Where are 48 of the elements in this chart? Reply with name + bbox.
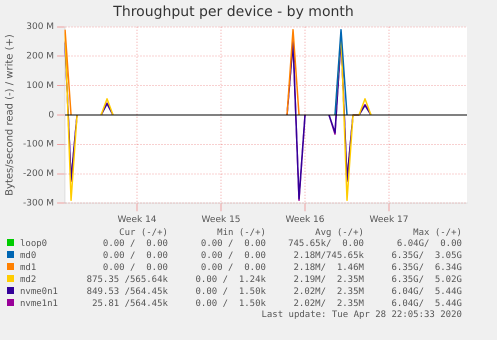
y-tick-label: -200 M [22, 169, 54, 180]
text: 849.53 /564.45k [86, 286, 169, 298]
y-tick-label: 300 M [26, 22, 54, 32]
x-tick-label: Week 16 [286, 214, 325, 225]
text: 0.00 / 0.00 [102, 250, 169, 262]
x-tick-label: Week 15 [202, 214, 241, 225]
legend-label: md1 [19, 262, 38, 274]
text: 0.00 / 0.00 [102, 238, 169, 250]
chart-title: Throughput per device - by month [112, 4, 354, 20]
text: Min (-/+) [216, 228, 267, 238]
text: 745.65k/ 0.00 [287, 238, 365, 250]
text: Cur (-/+) [118, 228, 169, 238]
legend-label: nvme0n1 [19, 286, 59, 298]
text: Avg (-/+) [314, 228, 365, 238]
y-axis-title: Bytes/second read (-) / write (+) [4, 34, 16, 196]
text: 6.04G/ 0.00 [396, 238, 463, 250]
text: 0.00 / 1.24k [194, 274, 267, 286]
legend-label: nvme1n1 [19, 298, 59, 310]
legend-label: md2 [19, 274, 38, 286]
text: Last update: Tue Apr 28 22:05:33 2020 [260, 310, 463, 320]
text: 0.00 / 0.00 [200, 250, 267, 262]
legend-label: md0 [19, 250, 38, 262]
text: 6.04G/ 5.44G [390, 286, 463, 298]
text: 2.18M/745.65k [292, 250, 365, 262]
legend-label: loop0 [19, 238, 48, 250]
text: 0.00 / 0.00 [200, 262, 267, 274]
text: 0.00 / 1.50k [194, 298, 267, 310]
text: 875.35 /565.64k [86, 274, 169, 286]
text: 6.35G/ 3.05G [390, 250, 463, 262]
text: 25.81 /564.45k [91, 298, 169, 310]
y-tick-label: 0 [48, 110, 54, 120]
text: 2.18M/ 1.46M [292, 262, 365, 274]
text: 2.19M/ 2.35M [292, 274, 365, 286]
text: Max (-/+) [412, 228, 463, 238]
y-tick-label: -300 M [22, 198, 54, 209]
x-tick-label: Week 17 [370, 214, 408, 225]
y-tick-label: -100 M [22, 140, 54, 150]
text: 6.04G/ 5.44G [390, 298, 463, 310]
x-tick-label: Week 14 [118, 214, 157, 225]
y-tick-label: 200 M [26, 52, 54, 62]
text: 0.00 / 0.00 [102, 262, 169, 274]
text: 0.00 / 1.50k [194, 286, 267, 298]
y-tick-label: 100 M [26, 80, 54, 91]
text: 2.02M/ 2.35M [292, 286, 365, 298]
text: 2.02M/ 2.35M [292, 298, 365, 310]
text: 6.35G/ 6.34G [390, 262, 463, 274]
text: 0.00 / 0.00 [200, 238, 267, 250]
text: 6.35G/ 5.02G [390, 274, 463, 286]
